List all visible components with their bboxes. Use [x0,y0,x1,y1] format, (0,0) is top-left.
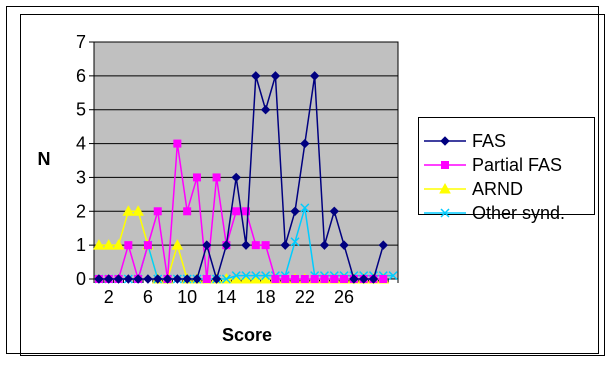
x-axis-title: Score [222,325,272,345]
data-point-partial-fas [261,241,270,250]
y-tick-label: 0 [76,269,86,289]
y-axis-ticks: 0 1 2 3 4 5 6 7 [76,32,94,289]
legend-label-partial-fas: Partial FAS [472,155,562,175]
data-point-fas [358,274,369,284]
data-point-fas [94,274,104,284]
x-tick-label: 10 [177,287,197,307]
data-point-fas [300,138,310,149]
data-point-fas [349,274,359,284]
data-point-other-synd [231,271,241,281]
data-point-other-synd [388,271,398,281]
y-tick-label: 1 [76,235,86,255]
data-point-other-synd [241,271,251,281]
data-point-partial-fas [212,173,221,182]
y-tick-label: 7 [76,32,86,52]
data-point-other-synd [300,203,310,213]
data-point-fas [221,240,232,250]
data-point-fas [153,274,163,284]
x-axis-ticks: 2 6 10 14 18 22 26 [93,279,399,307]
data-point-fas [202,240,212,250]
data-point-partial-fas [192,173,201,182]
y-tick-label: 6 [76,66,86,86]
data-point-fas [162,274,173,284]
data-point-arnd [132,205,144,216]
data-point-fas [172,274,183,284]
data-point-fas [113,274,124,284]
data-point-partial-fas [124,241,133,250]
data-point-fas [143,274,153,284]
data-point-fas [280,240,290,250]
data-point-arnd [93,239,105,250]
legend-label-fas: FAS [472,131,506,151]
legend: FAS Partial FAS ARND Other synd. [418,117,595,223]
data-point-other-synd [251,271,261,281]
data-point-other-synd [221,274,231,284]
y-axis-title: N [38,149,51,169]
data-point-fas [339,240,349,250]
data-point-partial-fas [310,275,319,283]
data-point-partial-fas [330,275,339,283]
legend-marker-other-synd [440,208,450,218]
x-tick-label: 18 [256,287,276,307]
data-point-partial-fas [242,207,250,216]
data-point-partial-fas [281,275,290,283]
data-point-fas [104,274,114,284]
data-point-partial-fas [251,241,260,250]
legend-marker-arnd [439,182,451,194]
data-point-partial-fas [379,275,388,283]
data-point-partial-fas [232,207,241,216]
y-tick-label: 3 [76,167,86,187]
data-point-partial-fas [143,241,152,250]
data-point-partial-fas [183,207,192,216]
x-tick-label: 2 [104,287,114,307]
data-point-fas [270,71,281,81]
data-point-partial-fas [271,275,280,283]
data-point-fas [309,71,320,81]
data-point-partial-fas [202,275,211,283]
chart-outer-frame [6,6,599,354]
y-tick-label: 2 [76,201,86,221]
legend-marker-partial-fas [441,161,449,169]
data-point-arnd [122,205,135,216]
data-point-fas [231,172,241,183]
data-point-arnd [171,239,184,250]
data-point-fas [260,105,271,115]
data-point-partial-fas [153,207,162,216]
legend-label-arnd: ARND [472,179,523,199]
data-point-fas [133,274,143,284]
data-point-arnd [102,239,115,250]
data-point-fas [182,274,192,284]
series-fas [94,71,388,284]
data-point-fas [319,240,330,250]
series-layer [93,71,398,284]
data-point-fas [192,274,202,284]
x-tick-label: 22 [295,287,315,307]
data-point-fas [368,274,379,284]
x-tick-label: 6 [143,287,153,307]
x-tick-label: 14 [216,287,236,307]
legend-marker-fas [440,136,450,146]
x-tick-label: 26 [334,287,354,307]
data-point-fas [378,240,388,250]
data-point-fas [241,240,251,250]
data-point-partial-fas [300,275,309,283]
data-point-fas [329,206,339,216]
data-point-fas [290,206,300,216]
data-point-partial-fas [173,139,182,148]
data-point-other-synd [290,237,300,247]
data-point-partial-fas [340,275,349,283]
legend-label-other-synd: Other synd. [472,203,565,223]
data-point-arnd [112,239,125,250]
data-point-partial-fas [320,275,329,283]
data-point-partial-fas [291,275,300,283]
data-point-fas [251,71,261,81]
y-tick-label: 5 [76,100,86,120]
data-point-fas [123,274,134,284]
data-point-fas [211,274,222,284]
data-point-other-synd [261,271,271,281]
y-tick-label: 4 [76,134,86,154]
